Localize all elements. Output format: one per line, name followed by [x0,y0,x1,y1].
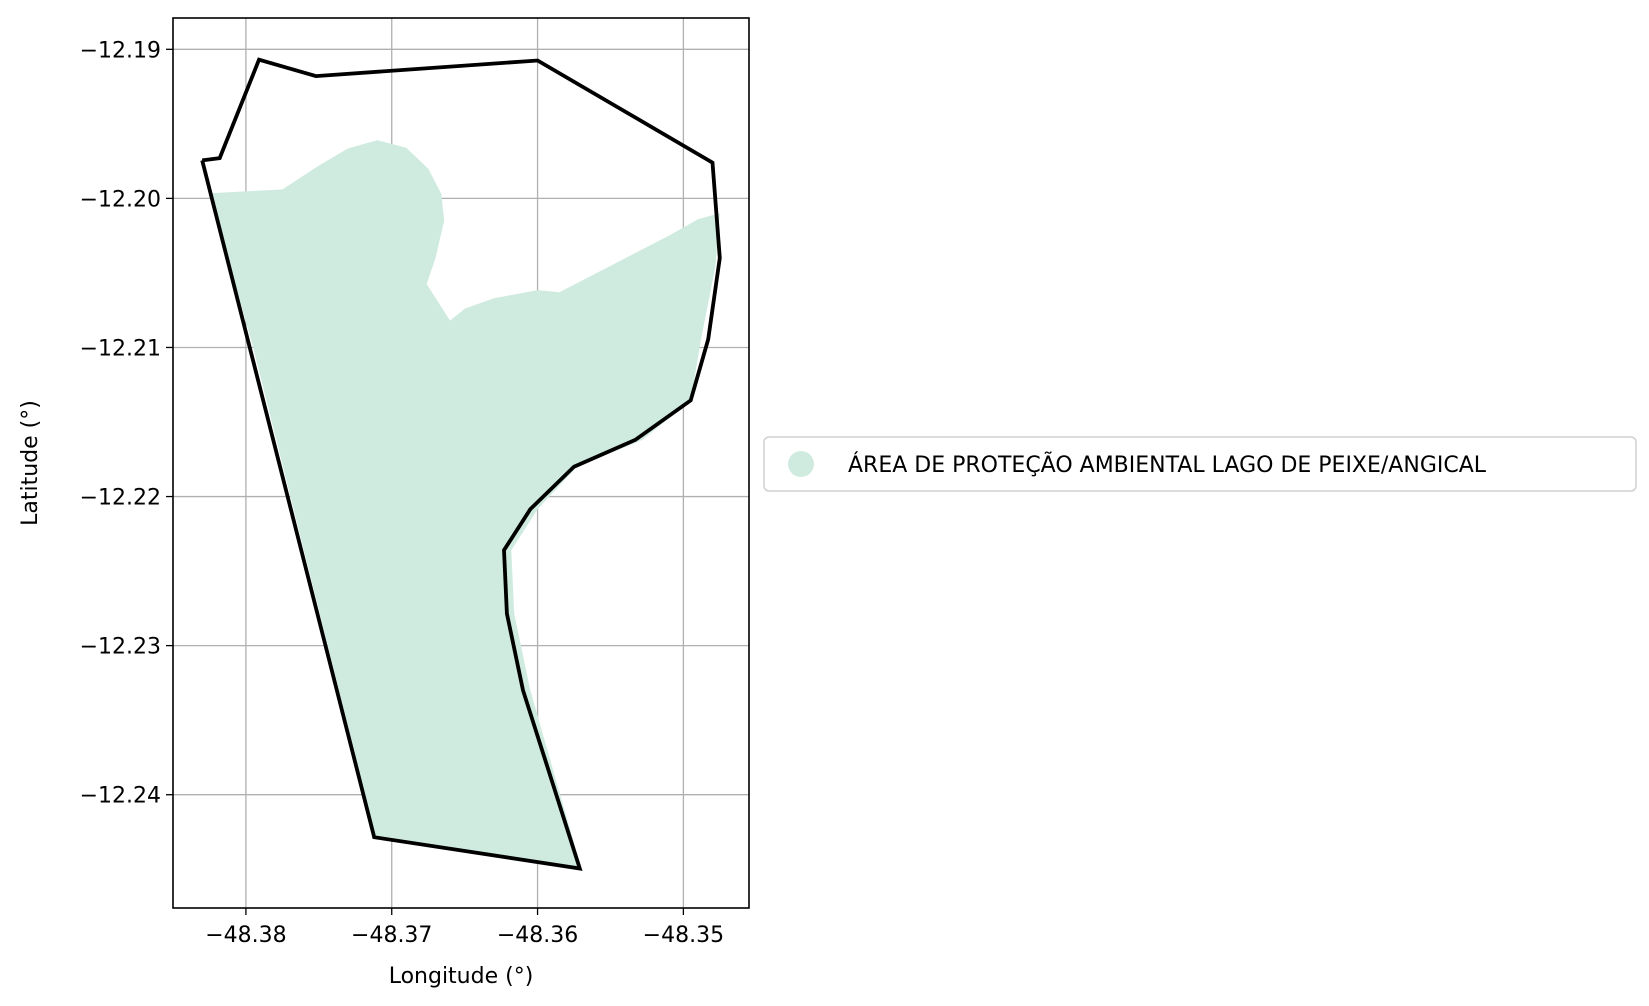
x-tick-label-3: −48.35 [643,923,724,948]
y-tick-label-5: −12.24 [80,784,161,809]
y-tick-label-4: −12.23 [80,635,161,660]
legend-marker-protected-area [788,451,814,477]
x-tick-label-0: −48.38 [205,923,286,948]
protected-area-layer [209,140,720,869]
y-axis-label: Latitude (°) [18,400,43,526]
y-tick-label-0: −12.19 [80,38,161,63]
x-tick-label-1: −48.37 [351,923,432,948]
legend-box [763,436,1637,492]
x-tick-label-2: −48.36 [497,923,578,948]
protected-area-polygon [209,140,720,869]
x-axis-label: Longitude (°) [389,964,534,989]
legend-label-protected-area: ÁREA DE PROTEÇÃO AMBIENTAL LAGO DE PEIXE… [848,451,1487,478]
boundary-layer [200,57,722,871]
plot-frame [172,17,750,909]
y-tick-label-3: −12.22 [80,486,161,511]
legend: ÁREA DE PROTEÇÃO AMBIENTAL LAGO DE PEIXE… [763,436,1637,492]
x-axis-ticks: −48.38 −48.37 −48.36 −48.35 [205,908,724,948]
boundary-outline [200,57,722,871]
y-tick-label-1: −12.20 [80,187,161,212]
y-tick-label-2: −12.21 [80,336,161,361]
y-axis-ticks: −12.19 −12.20 −12.21 −12.22 −12.23 −12.24 [80,38,173,809]
